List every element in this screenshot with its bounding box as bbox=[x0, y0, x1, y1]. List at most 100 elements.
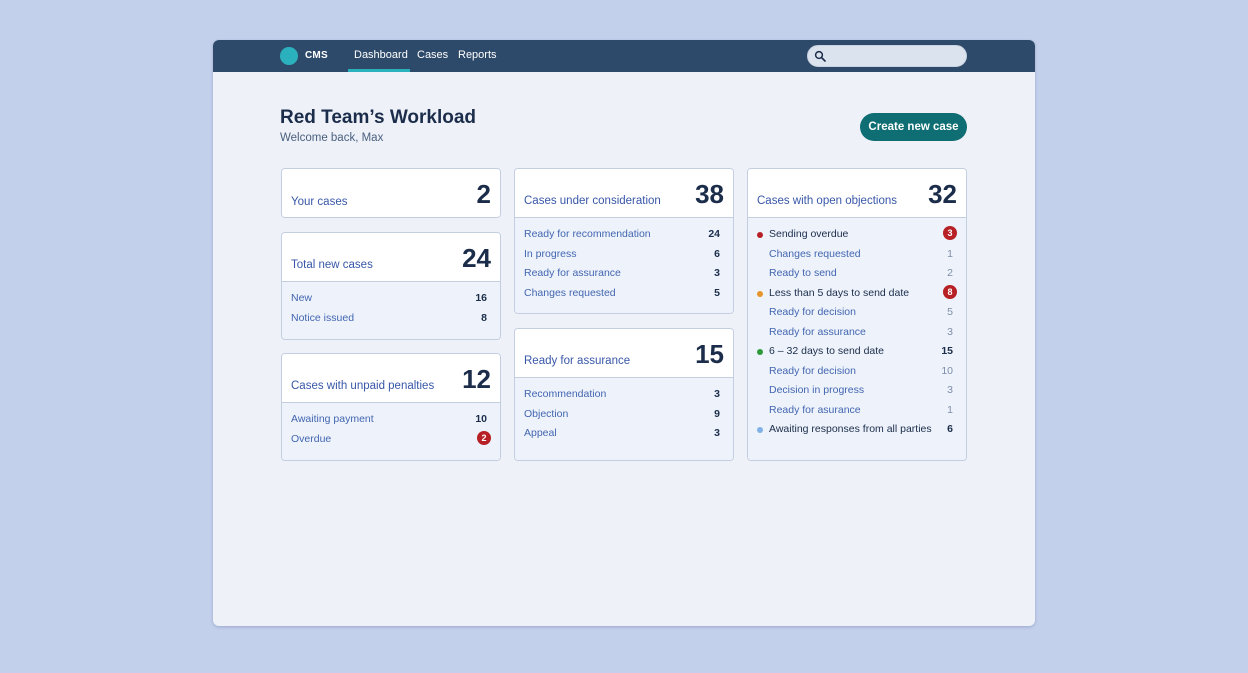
list-item[interactable]: New 16 bbox=[282, 288, 500, 308]
row-value: 2 bbox=[947, 267, 953, 279]
row-label: Overdue bbox=[291, 432, 332, 445]
row-value: 1 bbox=[947, 247, 953, 260]
list-item[interactable]: Awaiting payment 10 bbox=[282, 409, 500, 429]
list-item[interactable]: Ready for decision 5 bbox=[748, 302, 966, 322]
row-label: Ready for decision bbox=[769, 364, 856, 377]
row-value: 3 bbox=[947, 384, 953, 396]
card-title[interactable]: Cases with open objections bbox=[757, 195, 897, 207]
nav-active-indicator bbox=[348, 69, 410, 72]
card-ready-for-assurance: Ready for assurance 15 Recommendation 3 O… bbox=[514, 328, 734, 461]
search-icon bbox=[814, 50, 826, 62]
card-unpaid-penalties: Cases with unpaid penalties 12 Awaiting … bbox=[281, 353, 501, 461]
nav-item-dashboard[interactable]: Dashboard bbox=[354, 49, 408, 61]
card-title[interactable]: Your cases bbox=[291, 196, 348, 208]
row-value: 15 bbox=[941, 345, 953, 357]
status-dot-blue bbox=[757, 427, 763, 433]
card-title[interactable]: Cases under consideration bbox=[524, 195, 661, 207]
app-window: CMS Dashboard Cases Reports Red Team’s W… bbox=[213, 40, 1035, 626]
row-label: Decision in progress bbox=[769, 384, 865, 396]
top-nav-bar: CMS Dashboard Cases Reports bbox=[213, 40, 1035, 72]
card-your-cases[interactable]: Your cases 2 bbox=[281, 168, 501, 218]
list-item[interactable]: Appeal 3 bbox=[515, 423, 733, 443]
list-item[interactable]: Decision in progress 3 bbox=[748, 380, 966, 400]
row-value: 6 bbox=[714, 247, 720, 260]
card-count: 2 bbox=[476, 179, 491, 209]
row-label: Less than 5 days to send date bbox=[769, 286, 910, 299]
list-item[interactable]: Ready for decision 10 bbox=[748, 361, 966, 381]
row-label: Ready to send bbox=[769, 267, 837, 279]
row-label: Ready for assurance bbox=[769, 325, 866, 338]
card-body: Ready for recommendation 24 In progress 6 … bbox=[515, 218, 733, 313]
card-count: 24 bbox=[462, 243, 491, 273]
warning-badge: 8 bbox=[943, 284, 957, 299]
list-item[interactable]: Overdue 2 bbox=[282, 429, 500, 449]
overdue-badge: 2 bbox=[477, 430, 491, 445]
row-value: 5 bbox=[714, 286, 720, 299]
card-header: Total new cases 24 bbox=[282, 233, 500, 282]
card-total-new-cases: Total new cases 24 New 16 Notice issued 8 bbox=[281, 232, 501, 340]
list-item[interactable]: Awaiting responses from all parties 6 bbox=[748, 419, 966, 439]
nav-item-reports[interactable]: Reports bbox=[458, 49, 497, 61]
row-value: 6 bbox=[947, 423, 953, 435]
card-header: Cases with open objections 32 bbox=[748, 169, 966, 218]
row-value: 3 bbox=[714, 267, 720, 279]
app-name[interactable]: CMS bbox=[305, 50, 328, 61]
row-value: 8 bbox=[481, 311, 487, 324]
list-item[interactable]: Ready for asurance 1 bbox=[748, 400, 966, 420]
list-item[interactable]: Changes requested 1 bbox=[748, 244, 966, 264]
row-label: Sending overdue bbox=[769, 228, 849, 240]
row-value: 5 bbox=[947, 306, 953, 318]
row-label: Notice issued bbox=[291, 311, 355, 324]
row-value: 10 bbox=[941, 364, 953, 377]
list-item[interactable]: Notice issued 8 bbox=[282, 308, 500, 328]
row-value: 3 bbox=[714, 388, 720, 400]
list-item[interactable]: Ready for assurance 3 bbox=[748, 322, 966, 342]
row-label: Awaiting responses from all parties bbox=[769, 423, 932, 435]
list-item[interactable]: Ready for recommendation 24 bbox=[515, 224, 733, 244]
list-item[interactable]: Changes requested 5 bbox=[515, 283, 733, 303]
card-body: New 16 Notice issued 8 bbox=[282, 282, 500, 339]
row-label: Changes requested bbox=[769, 247, 861, 260]
row-label: Changes requested bbox=[524, 286, 616, 299]
list-item[interactable]: Less than 5 days to send date 8 bbox=[748, 283, 966, 303]
row-label: Recommendation bbox=[524, 388, 607, 400]
card-body: Sending overdue 3 Changes requested 1 Read… bbox=[748, 218, 966, 460]
row-label: New bbox=[291, 292, 313, 304]
page-subtitle: Welcome back, Max bbox=[280, 132, 384, 144]
row-value: 9 bbox=[714, 407, 720, 420]
create-new-case-button[interactable]: Create new case bbox=[860, 113, 967, 141]
row-value: 3 bbox=[947, 325, 953, 338]
status-dot-orange bbox=[757, 290, 763, 297]
list-item[interactable]: Objection 9 bbox=[515, 404, 733, 424]
row-label: Ready for recommendation bbox=[524, 228, 651, 240]
list-item[interactable]: 6 – 32 days to send date 15 bbox=[748, 341, 966, 361]
row-label: Objection bbox=[524, 407, 569, 420]
card-under-consideration: Cases under consideration 38 Ready for r… bbox=[514, 168, 734, 314]
list-item[interactable]: Sending overdue 3 bbox=[748, 224, 966, 244]
card-header: Ready for assurance 15 bbox=[515, 329, 733, 378]
list-item[interactable]: Recommendation 3 bbox=[515, 384, 733, 404]
card-body: Awaiting payment 10 Overdue 2 bbox=[282, 403, 500, 460]
row-value: 24 bbox=[708, 228, 720, 240]
status-dot-green bbox=[757, 349, 763, 355]
card-open-objections: Cases with open objections 32 Sending ov… bbox=[747, 168, 967, 461]
card-count: 38 bbox=[695, 179, 724, 209]
logo-icon[interactable] bbox=[280, 47, 298, 65]
list-item[interactable]: Ready to send 2 bbox=[748, 263, 966, 283]
row-label: In progress bbox=[524, 247, 577, 260]
row-value: 1 bbox=[947, 403, 953, 416]
row-label: 6 – 32 days to send date bbox=[769, 345, 885, 357]
list-item[interactable]: In progress 6 bbox=[515, 244, 733, 264]
card-title[interactable]: Ready for assurance bbox=[524, 355, 631, 367]
row-value: 10 bbox=[475, 413, 487, 425]
card-title[interactable]: Cases with unpaid penalties bbox=[291, 380, 435, 392]
overdue-badge: 3 bbox=[943, 226, 957, 240]
list-item[interactable]: Ready for assurance 3 bbox=[515, 263, 733, 283]
row-label: Ready for asurance bbox=[769, 403, 861, 416]
status-dot-red bbox=[757, 232, 763, 238]
card-header: Cases under consideration 38 bbox=[515, 169, 733, 218]
nav-item-cases[interactable]: Cases bbox=[417, 49, 449, 61]
search-input[interactable] bbox=[830, 48, 962, 64]
search-box[interactable] bbox=[807, 45, 967, 67]
card-title[interactable]: Total new cases bbox=[291, 259, 373, 271]
